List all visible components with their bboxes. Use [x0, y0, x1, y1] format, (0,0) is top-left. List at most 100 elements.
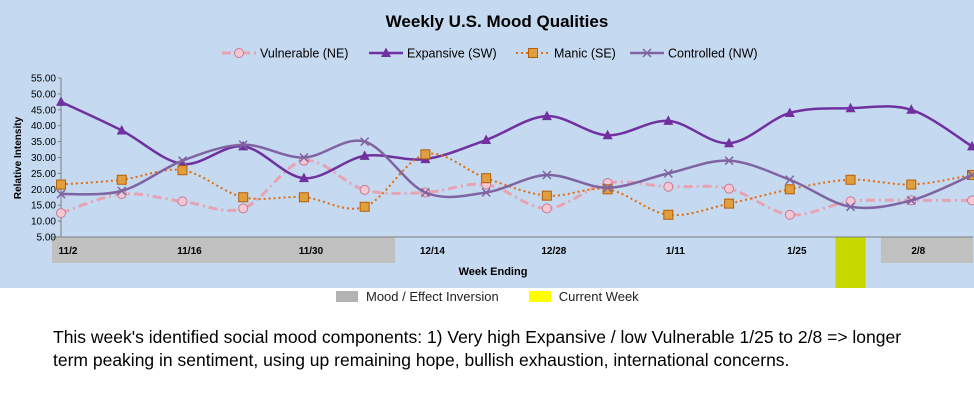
data-point [238, 140, 248, 150]
data-point [234, 48, 244, 58]
data-point [56, 208, 66, 219]
inversion-band [941, 237, 973, 263]
inversion-bands [52, 237, 973, 288]
legend-label: Controlled (NW) [668, 47, 758, 61]
data-point [177, 165, 188, 176]
inversion-band [52, 237, 92, 263]
data-point [724, 137, 735, 148]
series-line [60, 159, 973, 217]
data-point [420, 187, 430, 198]
data-point [117, 186, 127, 196]
x-tick-label: 12/14 [420, 246, 445, 257]
data-point [967, 140, 974, 151]
x-tick-label: 11/16 [177, 246, 202, 257]
legend-entry: Manic (SE) [516, 47, 616, 61]
series-vulnerable [56, 155, 974, 220]
data-point [298, 192, 309, 203]
chart: Weekly U.S. Mood Qualities Vulnerable (N… [0, 0, 974, 288]
y-tick-label: 10.00 [31, 217, 56, 228]
inversion-legend-label: Mood / Effect Inversion [366, 288, 499, 304]
series-line [60, 152, 973, 217]
data-point [542, 170, 552, 180]
data-point [360, 137, 370, 147]
x-tick-label: 11/2 [59, 246, 78, 257]
current-week-legend-label: Current Week [558, 288, 639, 304]
data-point [663, 115, 674, 125]
data-point [359, 201, 370, 212]
data-point [481, 134, 492, 145]
data-point [381, 47, 391, 57]
data-point [359, 184, 370, 195]
data-point [603, 183, 613, 193]
data-point [299, 152, 309, 163]
legend-label: Manic (SE) [554, 47, 616, 61]
inversion-band [273, 237, 335, 263]
data-point [663, 168, 673, 178]
series-lines [56, 96, 974, 220]
data-point [724, 198, 735, 209]
y-tick-label: 15.00 [31, 201, 56, 212]
data-point [238, 203, 249, 214]
x-tick-label: 2/8 [911, 246, 925, 257]
legend-label: Expansive (SW) [407, 47, 497, 61]
y-tick-label: 45.00 [31, 105, 56, 116]
chart-title: Weekly U.S. Mood Qualities [386, 12, 609, 31]
series-controlled [56, 137, 974, 212]
inversion-band [334, 237, 396, 263]
current-week-legend-entry: Current Week [528, 288, 639, 304]
y-tick-label: 50.00 [31, 89, 56, 100]
data-point [238, 192, 249, 203]
data-point [906, 179, 917, 190]
data-point [845, 174, 856, 185]
data-point [724, 183, 735, 194]
x-tick-label: 1/25 [787, 246, 807, 257]
legend-label: Vulnerable (NE) [260, 47, 348, 61]
data-point [528, 48, 538, 58]
y-tick-label: 20.00 [31, 185, 56, 196]
inversion-legend-entry: Mood / Effect Inversion [336, 289, 499, 304]
axes: 55.00 50.00 45.00 40.00 35.00 30.00 25.00 20.00… [31, 74, 973, 257]
y-tick-label: 30.00 [31, 153, 56, 164]
data-point [359, 150, 370, 160]
data-point [116, 174, 127, 185]
x-axis-label: Week Ending [459, 266, 528, 278]
series-line [60, 139, 973, 210]
data-point [967, 195, 974, 206]
data-point [541, 110, 552, 121]
data-point [724, 156, 734, 166]
legend-entry: Controlled (NW) [630, 47, 758, 61]
data-point [846, 202, 856, 212]
data-point [602, 129, 613, 140]
data-point [642, 48, 652, 58]
series-legend: Vulnerable (NE) Expansive (SW) Manic (SE) C… [222, 47, 758, 61]
data-point [481, 187, 491, 198]
legend-entry: Expansive (SW) [369, 47, 497, 61]
current-week-marker [835, 237, 866, 288]
data-point [116, 124, 127, 135]
data-point [967, 170, 974, 180]
data-point [845, 102, 856, 113]
series-line [60, 100, 973, 180]
data-point [784, 209, 795, 220]
data-point [785, 175, 795, 185]
y-axis-label: Relative Intensity [13, 116, 24, 199]
data-point [906, 195, 916, 205]
y-tick-label: 40.00 [31, 121, 56, 132]
y-tick-label: 25.00 [31, 169, 56, 180]
data-point [56, 189, 66, 199]
data-point [56, 96, 66, 106]
data-point [663, 181, 674, 192]
inversion-band [91, 237, 153, 263]
data-point [541, 203, 552, 214]
data-point [481, 173, 492, 184]
data-point [177, 196, 188, 207]
data-point [663, 209, 674, 220]
y-tick-label: 35.00 [31, 137, 56, 148]
inversion-band [880, 237, 942, 263]
inversion-band [152, 237, 213, 263]
y-tick-label: 5.00 [37, 233, 57, 244]
inversion-band [212, 237, 274, 263]
legend-entry: Vulnerable (NE) [222, 47, 348, 61]
data-point [602, 184, 613, 195]
data-point [420, 149, 431, 160]
